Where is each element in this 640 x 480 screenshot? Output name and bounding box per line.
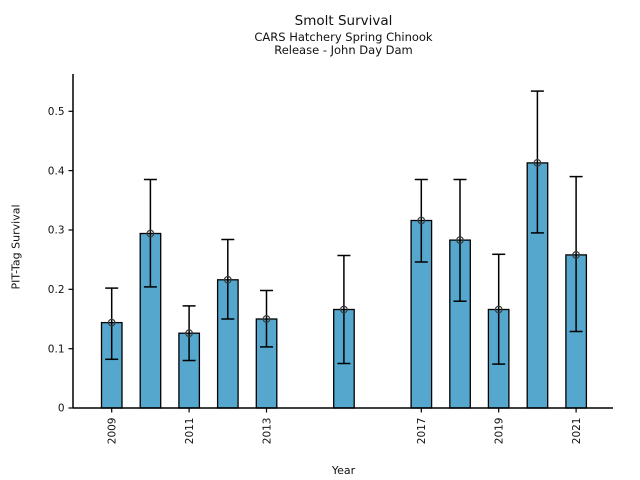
chart-title: Smolt Survival <box>294 13 393 29</box>
point-marker-2012 <box>223 275 232 284</box>
point-marker-2021 <box>572 250 580 259</box>
point-marker-2011 <box>185 329 194 338</box>
point-marker-2015 <box>340 305 348 314</box>
point-marker-2009 <box>107 318 116 327</box>
x-tick-label-2019: 2019 <box>494 418 506 445</box>
chart-subtitle-line1: CARS Hatchery Spring Chinook <box>254 30 433 44</box>
point-marker-2019 <box>494 305 503 314</box>
y-tick-label-0.2: 0.2 <box>48 284 65 296</box>
point-marker-2020 <box>533 158 542 167</box>
x-tick-label-2013: 2013 <box>261 418 273 445</box>
x-tick-label-2017: 2017 <box>416 418 428 445</box>
point-marker-2018 <box>456 236 464 245</box>
x-tick-label-2009: 2009 <box>107 418 119 445</box>
y-tick-label-0.5: 0.5 <box>48 106 65 118</box>
point-marker-2010 <box>146 229 155 238</box>
point-marker-2017 <box>417 216 426 225</box>
point-marker-2013 <box>262 315 271 323</box>
y-tick-label-0: 0 <box>58 403 65 415</box>
y-tick-label-0.1: 0.1 <box>48 343 65 355</box>
y-tick-label-0.4: 0.4 <box>48 165 65 177</box>
y-tick-label-0.3: 0.3 <box>48 225 65 237</box>
x-tick-label-2021: 2021 <box>571 418 583 445</box>
x-axis-label: Year <box>331 464 356 477</box>
chart-subtitle-line2: Release - John Day Dam <box>274 43 413 57</box>
x-tick-label-2011: 2011 <box>184 418 196 445</box>
